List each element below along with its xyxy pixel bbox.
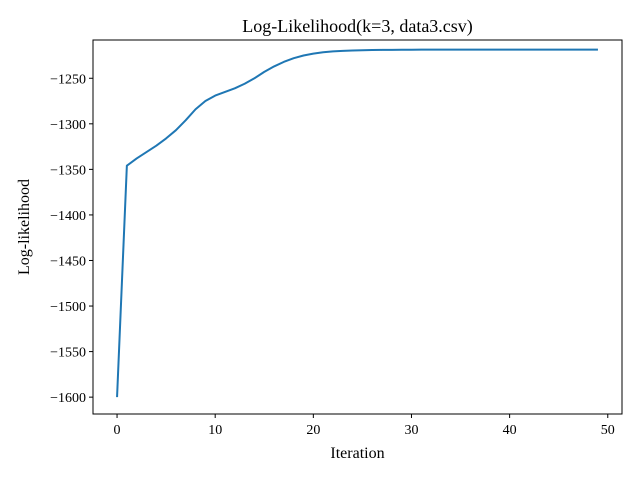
x-tick-label: 40 [503,423,517,438]
plot-area [93,40,622,414]
x-axis-ticks: 0 10 20 30 40 50 [114,414,615,438]
x-tick-label: 0 [114,423,121,438]
series-layer [116,48,598,398]
x-tick-label: 20 [306,423,320,438]
plot-frame [92,39,623,415]
y-tick-label: −1250 [50,72,86,87]
y-tick-label: −1450 [50,254,86,269]
y-tick-label: −1350 [50,163,86,178]
x-axis-label: Iteration [330,445,384,462]
y-tick-label: −1500 [50,300,86,315]
y-axis-ticks: −1250 −1300 −1350 −1400 −1450 −1500 −1550 −1600 [50,72,93,406]
y-tick-label: −1300 [50,118,86,133]
log-likelihood-line [116,48,598,398]
x-tick-label: 10 [208,423,222,438]
y-tick-label: −1400 [50,209,86,224]
chart-title: Log-Likelihood(k=3, data3.csv) [242,16,473,37]
y-axis-label: Log-likelihood [16,179,33,275]
y-tick-label: −1550 [50,346,86,361]
x-tick-label: 50 [601,423,615,438]
y-tick-label: −1600 [50,391,86,406]
x-tick-label: 30 [404,423,418,438]
